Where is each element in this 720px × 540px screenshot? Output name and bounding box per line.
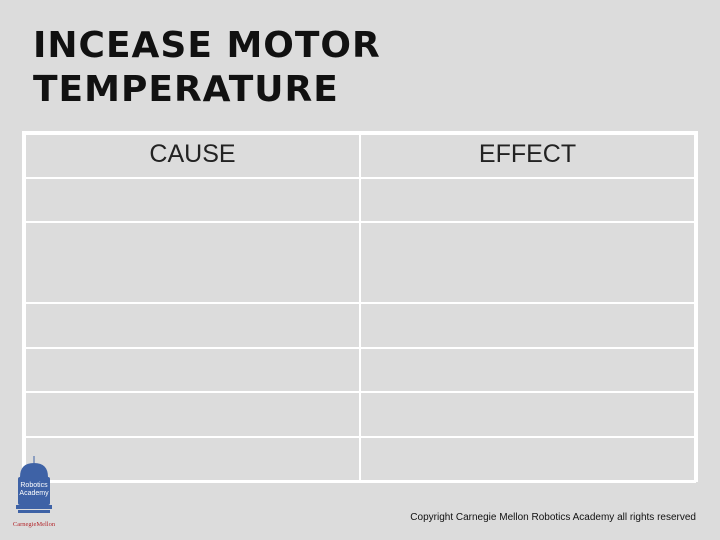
- effect-cell[interactable]: [359, 347, 696, 393]
- cause-cell[interactable]: [24, 177, 361, 223]
- cause-cell[interactable]: [24, 391, 361, 438]
- table-row: [24, 177, 696, 223]
- table-row: [24, 436, 696, 483]
- header-effect: EFFECT: [359, 133, 696, 179]
- logo-text-line-2: Academy: [19, 490, 49, 497]
- table-row: [24, 302, 696, 349]
- effect-cell[interactable]: [359, 221, 696, 304]
- cause-cell[interactable]: [24, 436, 361, 483]
- table-row: [24, 391, 696, 438]
- slide-title: INCEASE MOTOR TEMPERATURE: [33, 24, 381, 112]
- effect-cell[interactable]: [359, 391, 696, 438]
- slide-title-line-1: INCEASE MOTOR: [33, 25, 381, 66]
- header-cause: CAUSE: [24, 133, 361, 179]
- cause-cell[interactable]: [24, 221, 361, 304]
- slide-title-line-2: TEMPERATURE: [33, 69, 339, 110]
- cause-effect-table-frame: CAUSE EFFECT: [22, 131, 698, 483]
- cause-effect-table: CAUSE EFFECT: [24, 133, 696, 483]
- effect-cell[interactable]: [359, 436, 696, 483]
- effect-cell[interactable]: [359, 177, 696, 223]
- cause-cell[interactable]: [24, 347, 361, 393]
- logo-text-line-1: Robotics: [20, 482, 48, 489]
- logo-org-name: CarnegieMellon: [13, 521, 56, 528]
- table-header-row: CAUSE EFFECT: [24, 133, 696, 179]
- table-row: [24, 221, 696, 304]
- effect-cell[interactable]: [359, 302, 696, 349]
- cause-cell[interactable]: [24, 302, 361, 349]
- copyright-notice: Copyright Carnegie Mellon Robotics Acade…: [410, 512, 696, 523]
- table-row: [24, 347, 696, 393]
- robotics-academy-logo-icon: Robotics Academy CarnegieMellon: [13, 456, 56, 528]
